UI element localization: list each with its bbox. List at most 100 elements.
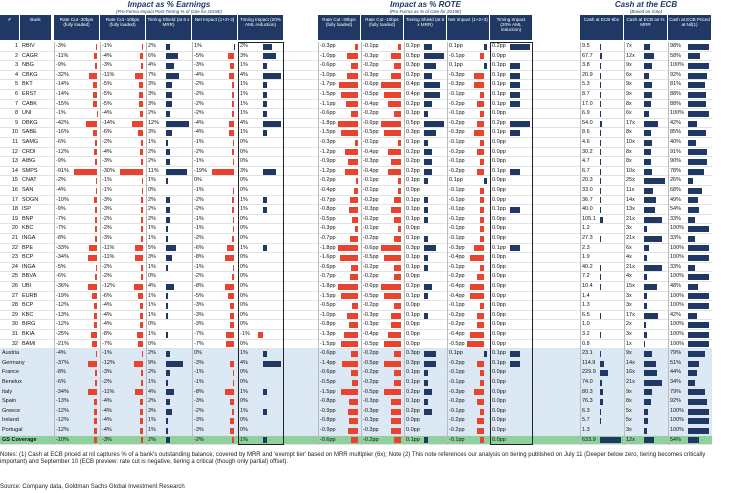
data-bar: [96, 43, 97, 50]
cell-value: 2%: [148, 206, 156, 213]
cell-value: 0.0pp: [492, 398, 506, 405]
cell-value: 0.0pp: [492, 177, 506, 184]
cell-value: -0.4pp: [449, 283, 465, 289]
data-bar: [424, 91, 440, 98]
cell-value: -12%: [102, 359, 115, 366]
data-bar: [93, 82, 97, 89]
bank-name: Portugal: [2, 427, 23, 433]
row-number: 6: [14, 91, 18, 97]
cell-value: -0.2pp: [449, 273, 465, 280]
column-separator: [361, 42, 362, 446]
data-bar: [349, 399, 358, 405]
cell-value: 1.9: [582, 254, 590, 261]
cell-value: 30.2: [582, 148, 593, 155]
data-bar: [166, 389, 174, 396]
data-bar: [229, 72, 234, 79]
cell-value: -10%: [56, 196, 69, 203]
cell-value: -1.8pp: [320, 119, 336, 126]
group-title: Impact as % ROTE: [390, 0, 461, 9]
data-bar: [231, 197, 234, 204]
data-bar: [688, 197, 699, 204]
data-bar: [140, 437, 143, 444]
data-bar: [348, 159, 358, 165]
cell-value: -0.4pp: [363, 100, 379, 107]
cell-value: 2%: [148, 148, 156, 155]
cell-value: -0.1pp: [449, 379, 465, 385]
cell-value: -4%: [56, 350, 66, 357]
cell-value: 5.7: [582, 417, 590, 424]
cell-value: -0.2pp: [363, 379, 379, 385]
data-bar: [352, 379, 358, 386]
data-bar: [166, 399, 170, 405]
cell-value: 114.9: [582, 359, 596, 366]
cell-value: -8%: [194, 283, 204, 289]
data-bar: [424, 72, 432, 79]
data-bar: [644, 399, 651, 405]
cell-value: 0%: [240, 292, 248, 299]
cell-value: -0.2pp: [363, 62, 379, 69]
data-bar: [230, 322, 234, 329]
data-bar: [139, 111, 143, 117]
data-bar: [644, 63, 652, 69]
cell-value: -2%: [102, 379, 112, 385]
data-bar: [262, 53, 277, 60]
cell-value: 1%: [148, 139, 156, 145]
cell-value: 0%: [240, 379, 248, 385]
data-bar: [93, 149, 97, 156]
data-bar: [142, 351, 143, 357]
data-bar: [688, 101, 707, 108]
data-bar: [644, 207, 655, 213]
cell-value: -91%: [56, 167, 69, 174]
cell-value: 0.0pp: [492, 417, 506, 424]
data-bar: [95, 187, 97, 194]
cell-value: 9x: [626, 62, 632, 69]
data-bar: [510, 130, 520, 137]
cell-value: -0.9pp: [320, 407, 336, 414]
cell-value: 4%: [148, 388, 156, 395]
data-bar: [229, 120, 234, 127]
cell-value: -1.6pp: [320, 254, 336, 261]
cell-value: 7x: [626, 43, 632, 49]
cell-value: 0%: [240, 398, 248, 405]
cell-value: 9x: [626, 81, 632, 88]
column-header: Net Impact (1+2+3): [447, 15, 490, 40]
cell-value: -0.1pp: [449, 139, 465, 145]
data-bar: [93, 399, 97, 405]
cell-value: -0.8pp: [320, 206, 336, 213]
data-bar: [231, 437, 234, 444]
cell-value: 2%: [148, 196, 156, 203]
data-bar: [424, 159, 432, 165]
cell-value: -1%: [194, 379, 204, 385]
cell-value: -0.8pp: [320, 398, 336, 405]
data-bar: [232, 379, 234, 386]
cell-value: 1%: [148, 177, 156, 184]
cell-value: 88%: [670, 100, 682, 107]
data-bar: [424, 235, 428, 242]
cell-value: 0.1pp: [492, 81, 506, 88]
data-bar: [381, 245, 401, 252]
cell-value: 9.5: [582, 43, 590, 49]
data-bar: [644, 159, 651, 165]
cell-value: 5.3: [582, 81, 590, 88]
data-bar: [230, 303, 234, 309]
data-bar: [394, 303, 401, 309]
data-bar: [688, 72, 708, 79]
data-bar: [384, 360, 401, 367]
data-bar: [140, 370, 143, 377]
data-bar: [394, 111, 401, 117]
data-bar: [644, 53, 655, 60]
data-bar: [473, 130, 484, 137]
cell-value: -0.1pp: [449, 235, 465, 241]
cell-value: 17x: [626, 311, 635, 318]
data-bar: [424, 245, 436, 252]
data-bar: [262, 207, 268, 213]
cell-value: -4%: [102, 302, 112, 309]
cell-value: 2%: [148, 43, 156, 49]
data-bar: [688, 255, 709, 261]
cell-value: -3%: [102, 369, 112, 376]
cell-value: -1%: [102, 177, 112, 184]
cell-value: -1.0pp: [320, 311, 336, 318]
column-header: Cash at ECB Priced at Nil(1): [668, 15, 712, 40]
cell-value: -1.5pp: [320, 91, 336, 97]
cell-value: -1.2pp: [320, 148, 336, 155]
